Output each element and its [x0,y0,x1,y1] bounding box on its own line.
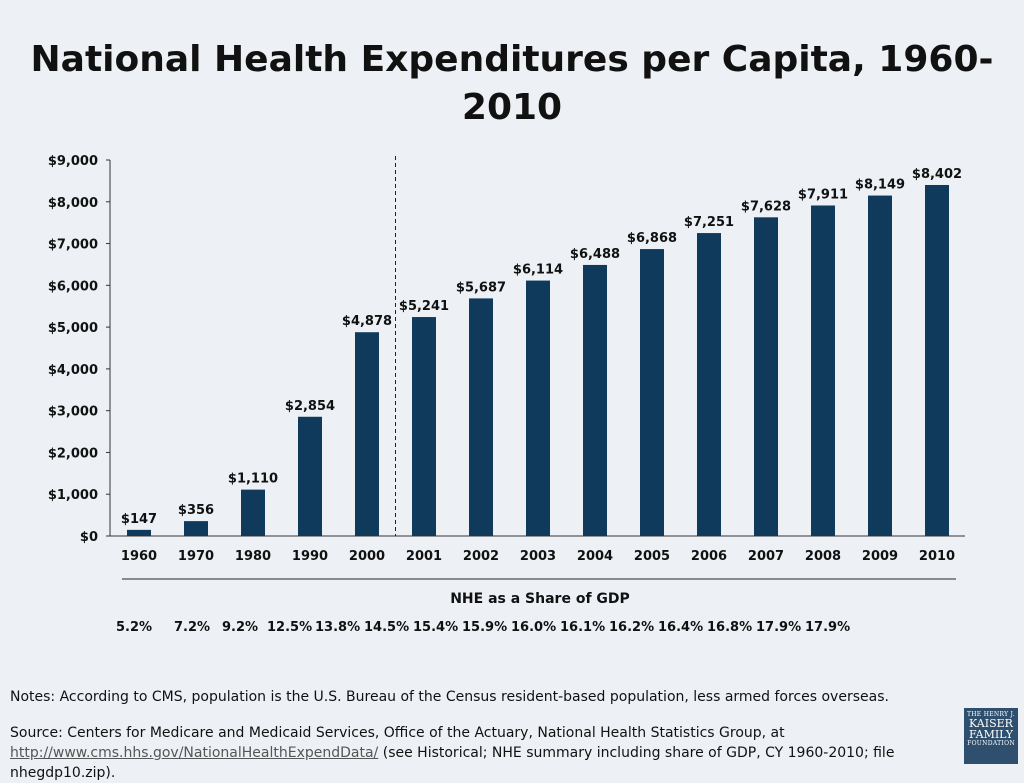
x-tick-label-2005: 2005 [634,549,670,564]
y-tick-label: $5,000 [48,321,98,336]
bar-2002 [469,298,493,536]
kff-logo: THE HENRY J. KAISER FAMILY FOUNDATION [964,708,1018,764]
data-label-1980: $1,110 [228,472,278,487]
x-tick-label-2002: 2002 [463,549,499,564]
data-label-2003: $6,114 [513,263,563,278]
page-title: National Health Expenditures per Capita,… [30,39,994,128]
bar-1990 [298,416,322,536]
gdp-share-value: 15.9% [462,620,508,635]
bar-2010 [925,184,949,537]
y-tick-label: $4,000 [48,363,98,378]
bar-2000 [355,332,379,536]
x-tick-label-1960: 1960 [121,549,157,564]
logo-line-3: FAMILY [968,728,1014,741]
source-text: Source: Centers for Medicare and Medicai… [10,723,910,783]
data-label-2007: $7,628 [741,199,791,214]
bar-2009 [868,195,892,536]
data-label-2005: $6,868 [627,231,677,246]
gdp-share-value: 16.4% [658,620,704,635]
y-tick-label: $8,000 [48,196,98,211]
x-tick-label-1970: 1970 [178,549,214,564]
x-tick-label-2004: 2004 [577,549,613,564]
gdp-share-value: 7.2% [174,620,211,635]
y-tick-label: $2,000 [48,446,98,461]
notes-text: Notes: According to CMS, population is t… [10,689,889,705]
gdp-share-value: 16.0% [511,620,557,635]
y-tick-label: $6,000 [48,279,98,294]
bar-2004 [583,264,607,536]
data-label-1960: $147 [121,512,157,527]
bar-2001 [412,317,436,536]
x-tick-label-2001: 2001 [406,549,442,564]
gdp-share-value: 5.2% [116,620,153,635]
gdp-share-value: 16.2% [609,620,655,635]
x-tick-label-2010: 2010 [919,549,955,564]
data-label-2000: $4,878 [342,314,392,329]
bar-2005 [640,249,664,536]
gdp-share-value: 16.1% [560,620,606,635]
gdp-share-value: 14.5% [364,620,410,635]
source-prefix: Source: Centers for Medicare and Medicai… [10,725,785,741]
y-tick-label: $3,000 [48,405,98,420]
y-tick-label: $9,000 [48,154,98,169]
data-label-2002: $5,687 [456,280,506,295]
bar-2006 [697,233,721,536]
gdp-share-value: 12.5% [267,620,313,635]
data-label-1970: $356 [178,503,214,518]
data-label-2010: $8,402 [912,167,962,182]
x-tick-label-2000: 2000 [349,549,385,564]
logo-line-2: KAISER [969,717,1013,730]
bar-2008 [811,205,835,536]
source-link[interactable]: http://www.cms.hhs.gov/NationalHealthExp… [10,745,379,761]
data-label-2001: $5,241 [399,299,449,314]
logo-line-1: THE HENRY J. [966,711,1016,718]
gdp-share-value: 17.9% [805,620,851,635]
data-label-2006: $7,251 [684,215,734,230]
bar-2003 [526,280,550,536]
gdp-share-heading: NHE as a Share of GDP [450,591,630,607]
bar-1960 [127,529,151,536]
bar-chart: $0 $1,000 $2,000 $3,000 $4,000 $5,000 $6,000 $7… [48,154,965,580]
x-tick-label-2009: 2009 [862,549,898,564]
x-tick-label-2006: 2006 [691,549,727,564]
x-tick-label-2008: 2008 [805,549,841,564]
gdp-share-value: 15.4% [413,620,459,635]
data-label-2004: $6,488 [570,247,620,262]
gdp-share-value: 13.8% [315,620,361,635]
gdp-share-value: 16.8% [707,620,753,635]
x-tick-label-1990: 1990 [292,549,328,564]
x-tick-label-2003: 2003 [520,549,556,564]
gdp-share-value: 9.2% [222,620,259,635]
bar-1970 [184,521,208,536]
y-tick-label: $7,000 [48,238,98,253]
bar-1980 [241,489,265,536]
x-tick-label-1980: 1980 [235,549,271,564]
data-label-2009: $8,149 [855,178,905,193]
data-label-2008: $7,911 [798,187,848,202]
bar-2007 [754,217,778,537]
y-tick-label: $1,000 [48,488,98,503]
y-tick-label: $0 [80,530,98,545]
gdp-share-value: 17.9% [756,620,802,635]
x-tick-label-2007: 2007 [748,549,784,564]
gdp-share-row: 5.2% 7.2% 9.2% 12.5% 13.8% 14.5% 15.4% 15.9% 16.… [116,620,854,635]
data-label-1990: $2,854 [285,399,335,414]
logo-line-4: FOUNDATION [967,740,1015,747]
